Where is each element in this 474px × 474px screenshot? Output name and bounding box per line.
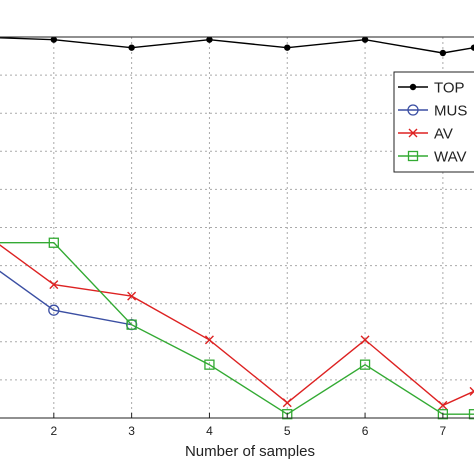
point-marker: [282, 398, 292, 408]
legend-label: WAV: [434, 149, 467, 166]
point-marker: [126, 319, 137, 330]
point-marker: [359, 359, 371, 370]
x-tick-label: 3: [128, 424, 135, 438]
point-marker: [48, 304, 60, 316]
legend-label: MUS: [434, 103, 467, 120]
point-marker: [284, 44, 291, 51]
x-axis-label: Number of samples: [185, 443, 315, 460]
x-tick-label: 5: [284, 424, 291, 438]
legend-item-top: TOP: [398, 80, 465, 97]
series-wav: [0, 237, 474, 420]
legend: TOP MUS AV WAV: [393, 71, 474, 173]
x-tick-label: 2: [50, 424, 57, 438]
x-tick-labels: 2 3 4 5 6 7: [50, 413, 447, 438]
point-marker: [468, 409, 474, 420]
point-marker: [437, 409, 449, 420]
point-marker: [408, 128, 418, 138]
series-line-av: [0, 244, 474, 407]
point-marker: [361, 36, 369, 43]
point-marker: [360, 335, 370, 345]
point-marker: [469, 386, 474, 396]
legend-item-wav: WAV: [398, 149, 467, 166]
point-marker: [49, 280, 59, 290]
series-top: [0, 36, 474, 57]
point-marker: [50, 36, 58, 43]
legend-item-av: AV: [398, 126, 453, 143]
point-marker: [127, 291, 137, 301]
series-line-top: [0, 37, 474, 54]
point-marker: [438, 400, 448, 410]
x-tick-label: 4: [206, 424, 213, 438]
x-tick-label: 6: [362, 424, 369, 438]
point-marker: [48, 237, 59, 248]
point-marker: [409, 83, 417, 91]
series-line-mus: [0, 270, 132, 326]
series-lines: [0, 36, 474, 420]
point-marker: [204, 359, 215, 370]
legend-item-mus: MUS: [398, 103, 467, 120]
point-marker: [439, 49, 447, 57]
axes: [0, 36, 474, 419]
legend-label: AV: [434, 126, 453, 143]
point-marker: [407, 150, 419, 162]
series-line-wav: [0, 241, 474, 416]
legend-label: TOP: [434, 80, 465, 97]
point-marker: [407, 104, 419, 116]
point-marker: [470, 44, 474, 51]
x-tick-label: 7: [440, 424, 447, 438]
series-av: [0, 244, 474, 410]
point-marker: [128, 44, 135, 51]
point-marker: [206, 36, 213, 43]
point-marker: [204, 335, 214, 345]
point-marker: [282, 409, 293, 420]
